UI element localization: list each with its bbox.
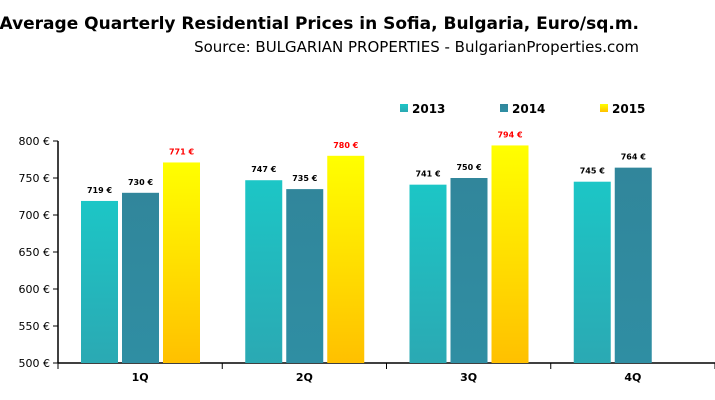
y-tick-label: 800 €	[19, 135, 51, 148]
legend-label: 2015	[612, 102, 645, 116]
data-label: 719 €	[87, 186, 112, 195]
y-tick-label: 700 €	[19, 209, 51, 222]
legend-label: 2014	[512, 102, 545, 116]
bar-2013-2Q	[245, 180, 283, 363]
data-label: 750 €	[456, 163, 481, 172]
bar-2014-1Q	[122, 192, 159, 363]
bar-2013-1Q	[81, 200, 118, 363]
bar-2015-2Q	[327, 155, 365, 363]
data-label: 764 €	[621, 153, 646, 162]
legend-swatch-2014	[500, 104, 508, 112]
chart-subtitle: Source: BULGARIAN PROPERTIES - Bulgarian…	[194, 38, 639, 56]
y-tick-label: 750 €	[19, 172, 51, 185]
data-label: 771 €	[169, 147, 194, 156]
data-label: 747 €	[251, 165, 276, 174]
chart-title: Average Quarterly Residential Prices in …	[0, 14, 639, 34]
data-label: 730 €	[128, 178, 153, 187]
data-label: 780 €	[333, 141, 358, 150]
bar-2015-3Q	[491, 145, 529, 363]
y-tick-label: 550 €	[19, 320, 51, 333]
bar-2013-3Q	[409, 184, 447, 363]
y-tick-label: 600 €	[19, 283, 51, 296]
y-tick-label: 650 €	[19, 246, 51, 259]
legend-label: 2013	[412, 102, 445, 116]
bar-2013-4Q	[573, 181, 611, 363]
x-tick-label: 1Q	[132, 371, 149, 384]
data-label: 794 €	[497, 130, 522, 139]
bar-2015-1Q	[163, 162, 200, 363]
legend-swatch-2013	[400, 104, 408, 112]
data-label: 741 €	[415, 170, 440, 179]
x-tick-label: 4Q	[624, 371, 641, 384]
data-label: 735 €	[292, 174, 317, 183]
bar-2014-4Q	[614, 167, 652, 363]
y-tick-label: 500 €	[19, 357, 51, 370]
bar-2014-2Q	[286, 189, 324, 363]
x-tick-label: 3Q	[460, 371, 477, 384]
bar-2014-3Q	[450, 178, 488, 363]
data-label: 745 €	[580, 167, 605, 176]
x-tick-label: 2Q	[296, 371, 313, 384]
legend-swatch-2015	[600, 104, 608, 112]
